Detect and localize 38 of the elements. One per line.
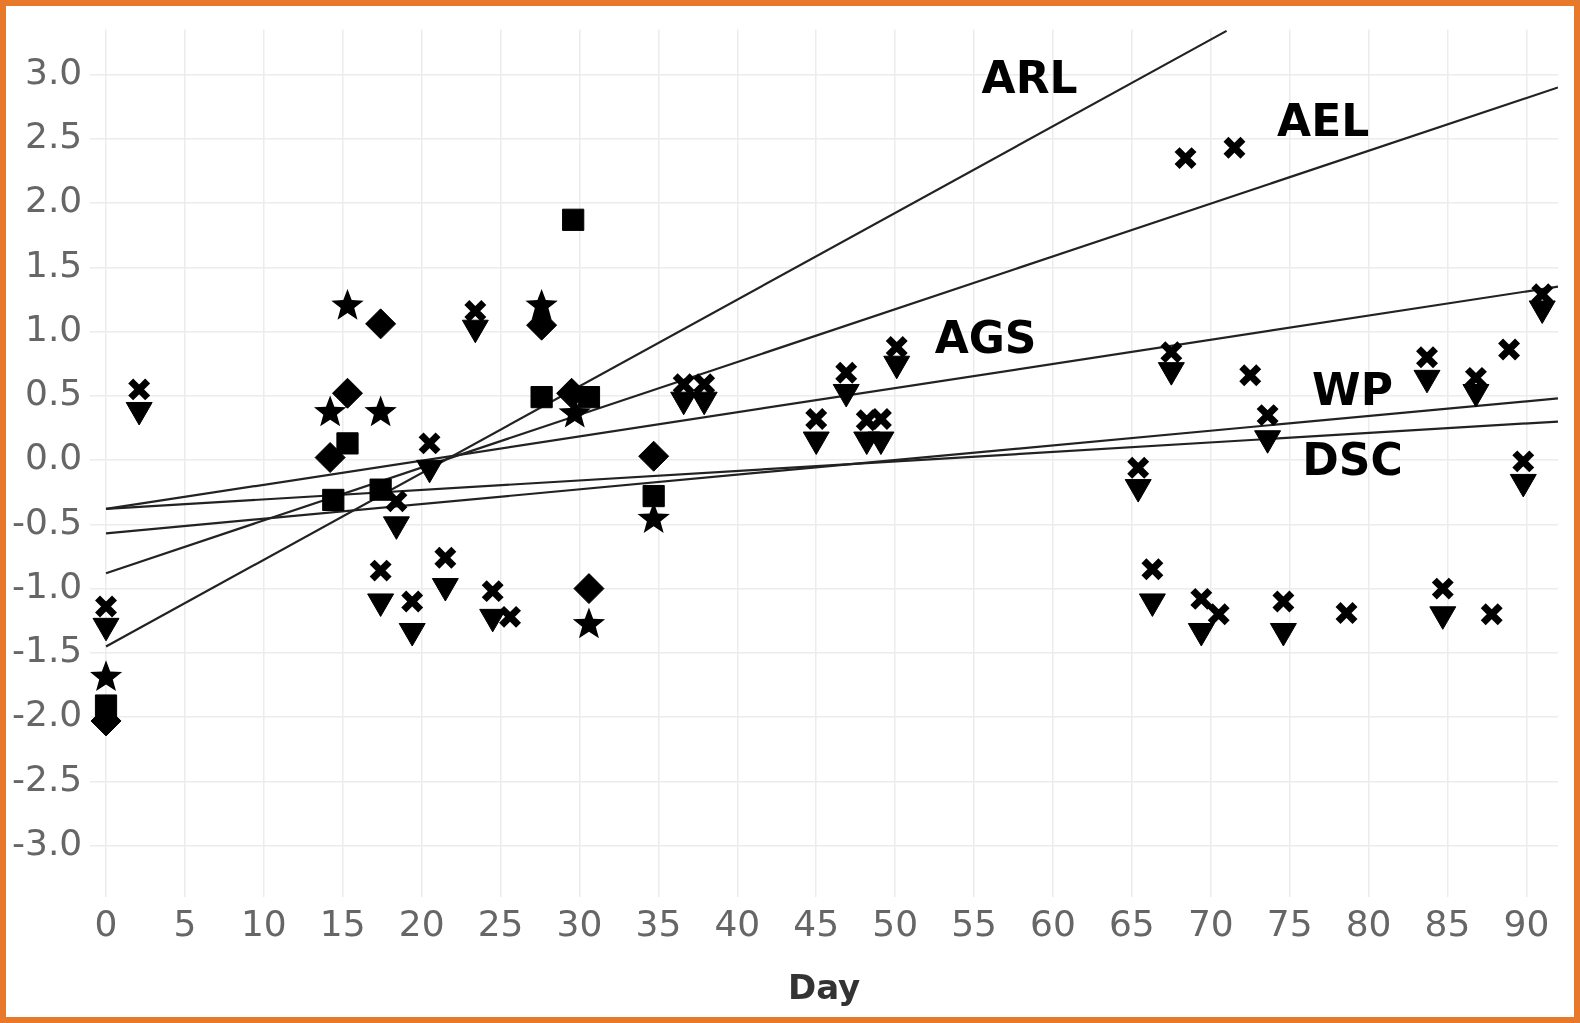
series-label: DSC: [1302, 433, 1403, 485]
y-tick-label: 1.0: [24, 307, 83, 349]
x-tick-label: 20: [398, 902, 445, 944]
x-tick-label: 50: [872, 902, 919, 944]
y-tick-label: -2.5: [11, 757, 83, 799]
x-tick-label: 40: [714, 902, 761, 944]
x-tick-label: 10: [240, 902, 287, 944]
x-tick-label: 75: [1266, 902, 1313, 944]
y-tick-label: -1.5: [11, 629, 83, 671]
y-tick-label: 1.5: [24, 243, 83, 285]
x-tick-label: 15: [319, 902, 366, 944]
y-tick-label: -0.5: [11, 500, 83, 542]
y-tick-label: 2.5: [24, 115, 83, 157]
x-tick-label: 35: [635, 902, 682, 944]
x-tick-label: 0: [94, 902, 118, 944]
series-label: AGS: [934, 312, 1037, 364]
y-tick-label: 3.0: [24, 50, 83, 92]
x-tick-label: 30: [556, 902, 603, 944]
x-tick-label: 90: [1503, 902, 1550, 944]
series-label: AEL: [1277, 95, 1370, 147]
y-tick-label: 0.0: [24, 436, 83, 478]
y-tick-label: -1.0: [11, 564, 83, 606]
x-tick-label: 80: [1345, 902, 1392, 944]
x-axis-title: Day: [787, 967, 861, 1008]
x-tick-label: 45: [793, 902, 840, 944]
x-tick-label: 85: [1424, 902, 1471, 944]
x-tick-label: 70: [1187, 902, 1234, 944]
y-tick-label: -3.0: [11, 821, 83, 863]
y-tick-label: 2.0: [24, 179, 83, 221]
x-tick-label: 55: [951, 902, 997, 944]
series-label: ARL: [981, 52, 1078, 104]
x-tick-label: 25: [477, 902, 524, 944]
y-tick-label: 0.5: [24, 372, 83, 414]
series-label: WP: [1312, 364, 1393, 416]
x-tick-label: 5: [173, 902, 197, 944]
y-tick-label: -2.0: [11, 693, 83, 735]
x-tick-label: 65: [1108, 902, 1155, 944]
x-tick-label: 60: [1030, 902, 1076, 944]
